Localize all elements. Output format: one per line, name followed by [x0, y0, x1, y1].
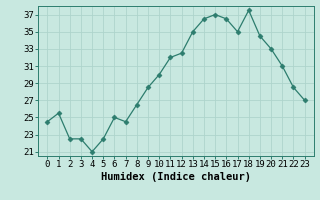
X-axis label: Humidex (Indice chaleur): Humidex (Indice chaleur) [101, 172, 251, 182]
